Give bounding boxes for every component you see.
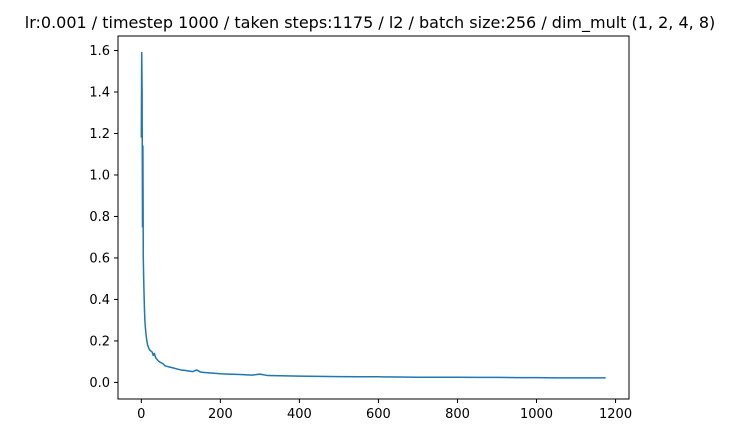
y-tick-label: 1.6	[89, 44, 110, 59]
x-axis: 0 200 400 600 800 1000 1200	[137, 399, 632, 422]
x-tick-label: 400	[287, 407, 312, 422]
x-tick-label: 800	[445, 407, 470, 422]
y-tick-label: 0.6	[89, 251, 110, 266]
y-tick-label: 1.0	[89, 168, 110, 183]
y-tick-label: 0.8	[89, 210, 110, 225]
series-line	[140, 51, 606, 379]
plot-area	[140, 51, 606, 379]
x-tick-label: 600	[366, 407, 391, 422]
x-tick-label: 1200	[599, 407, 632, 422]
x-tick-label: 1000	[520, 407, 553, 422]
y-tick-label: 1.2	[89, 127, 110, 142]
y-tick-label: 0.2	[89, 334, 110, 349]
y-axis: 0.0 0.2 0.4 0.6 0.8 1.0 1.2 1.4 1.6	[89, 44, 118, 391]
chart-title: lr:0.001 / timestep 1000 / taken steps:1…	[25, 13, 715, 33]
y-tick-label: 0.4	[89, 293, 110, 308]
y-tick-label: 0.0	[89, 376, 110, 391]
x-tick-label: 200	[208, 407, 233, 422]
y-tick-label: 1.4	[89, 86, 110, 101]
axes-frame	[117, 35, 630, 400]
x-tick-label: 0	[137, 407, 145, 422]
